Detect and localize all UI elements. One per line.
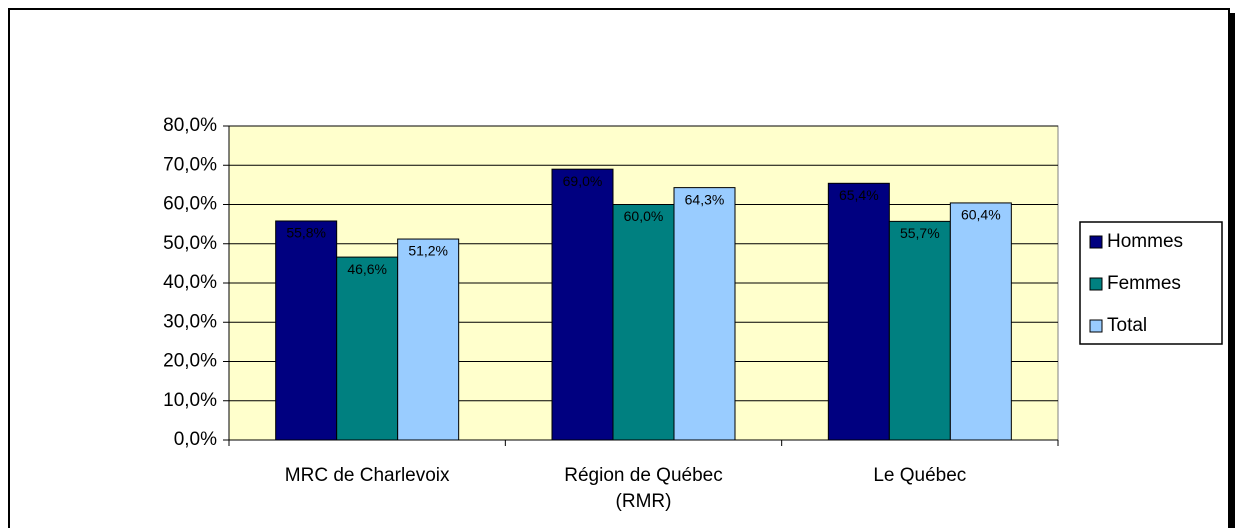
x-tick-line: Région de Québec [564, 465, 722, 486]
legend [1079, 221, 1223, 345]
value-label: 60,0% [624, 208, 664, 224]
x-tick-line: Le Québec [873, 465, 966, 486]
bar [551, 168, 614, 441]
value-label: 64,3% [685, 191, 725, 207]
bar [888, 220, 951, 441]
y-tick-label: 60,0% [163, 194, 217, 215]
y-tick-label: 10,0% [163, 390, 217, 411]
bar [949, 202, 1012, 441]
legend-label: Total [1107, 315, 1147, 336]
bar [827, 182, 890, 441]
legend-swatch [1089, 277, 1103, 291]
x-tick-label: MRC de Charlevoix [285, 465, 450, 486]
value-label: 60,4% [961, 207, 1001, 223]
y-tick-label: 30,0% [163, 311, 217, 332]
bar [612, 204, 675, 441]
legend-swatch [1089, 235, 1103, 249]
x-tick-label: Région de Québec (RMR) [564, 465, 722, 512]
y-tick-label: 70,0% [163, 154, 217, 175]
legend-swatch [1089, 319, 1103, 333]
x-tick-label: Le Québec [873, 465, 966, 486]
value-label: 55,7% [900, 225, 940, 241]
value-label: 69,0% [563, 173, 603, 189]
value-label: 65,4% [839, 187, 879, 203]
y-tick-label: 80,0% [163, 115, 217, 136]
y-tick-label: 40,0% [163, 272, 217, 293]
y-tick-label: 50,0% [163, 233, 217, 254]
x-tick-line: (RMR) [616, 491, 672, 512]
bar [673, 187, 736, 441]
value-label: 46,6% [347, 261, 387, 277]
x-tick-line: MRC de Charlevoix [285, 465, 450, 486]
y-tick-label: 20,0% [163, 351, 217, 372]
y-tick-label: 0,0% [174, 429, 217, 450]
legend-label: Hommes [1107, 231, 1183, 252]
legend-label: Femmes [1107, 273, 1181, 294]
value-label: 55,8% [286, 225, 326, 241]
bar [275, 220, 338, 441]
value-label: 51,2% [408, 243, 448, 259]
bar [336, 256, 399, 441]
bar [397, 238, 460, 441]
